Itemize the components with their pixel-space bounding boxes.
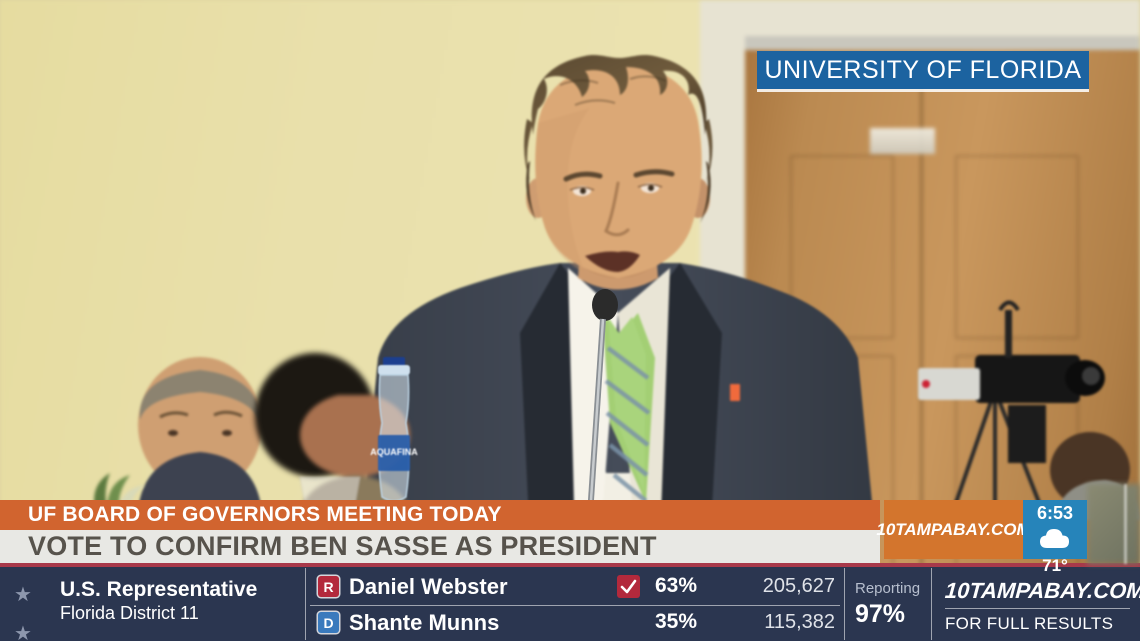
svg-text:AQUAFINA: AQUAFINA — [370, 447, 418, 457]
